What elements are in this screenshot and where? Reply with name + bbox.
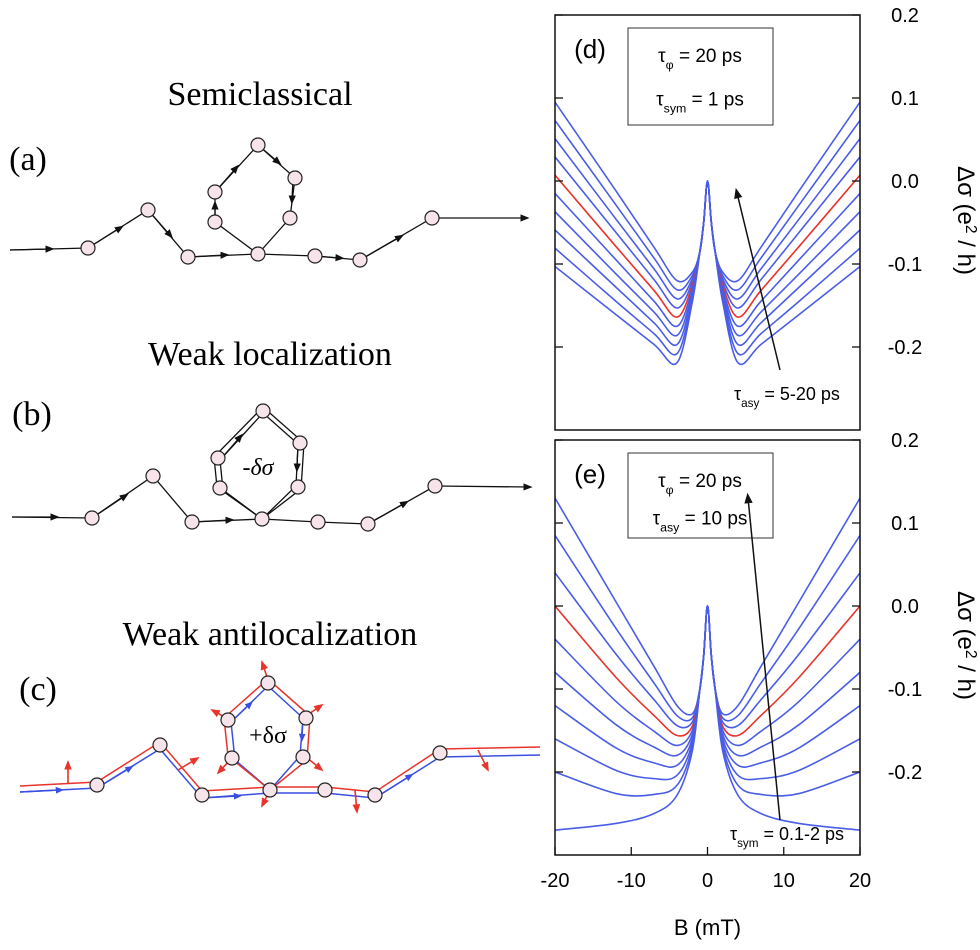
panel-label: (b) (12, 396, 52, 433)
loop-label: -δσ (243, 455, 275, 481)
diagram-b: Weak localization (b) -δσ (11, 336, 533, 532)
annotation-text: τasy = 5-20 ps (734, 384, 840, 410)
curve (555, 605, 860, 737)
annotation-text: τsym = 0.1-2 ps (730, 824, 844, 850)
direction-arrows (19, 701, 414, 800)
diagram-title: Weak localization (148, 336, 392, 373)
y-tick-label: -0.1 (888, 679, 922, 701)
curve (555, 572, 860, 729)
sub: asy (741, 397, 759, 410)
curve (555, 156, 860, 309)
param-text: τφ = 20 ps (658, 471, 742, 497)
text: τ (653, 509, 661, 530)
y-tick-label: -0.1 (888, 254, 922, 276)
curve (555, 535, 860, 722)
y-tick-label: 0.1 (891, 513, 919, 535)
curve (555, 605, 860, 757)
plot-area (555, 101, 860, 366)
diagram-title: Semiclassical (167, 76, 352, 113)
curve (555, 605, 860, 781)
text: = 10 ps (679, 509, 747, 530)
x-tick-label: 10 (773, 870, 795, 892)
curve (555, 605, 860, 747)
y-axis-label: Δσ (e2 / h) (952, 166, 980, 275)
sup: 2 (963, 225, 980, 234)
curve (555, 138, 860, 300)
sub: sym (664, 102, 687, 116)
sub: sym (737, 837, 758, 850)
y-tick-label: 0.2 (891, 430, 919, 452)
text: Δσ (e (952, 591, 979, 650)
diagram-a: Semiclassical (a) (9, 76, 530, 268)
arrows (12, 433, 409, 525)
curve (555, 180, 860, 356)
x-tick-label: -20 (541, 870, 570, 892)
x-tick-label: 20 (849, 870, 871, 892)
y-tick-label: 0.0 (891, 171, 919, 193)
y-tick-label: -0.2 (888, 762, 922, 784)
x-axis-label: B (mT) (674, 915, 741, 940)
text: τ (730, 824, 737, 844)
annotation-arrow (744, 492, 781, 821)
y-tick-label: 0.0 (891, 596, 919, 618)
curve (555, 605, 860, 831)
diagram-title: Weak antilocalization (123, 616, 418, 653)
panel-label: (e) (574, 459, 606, 489)
param-text: τasy = 10 ps (653, 509, 748, 535)
param-text: τφ = 20 ps (658, 46, 742, 72)
nodes (80, 137, 440, 268)
nodes (84, 403, 443, 532)
text: = 20 ps (674, 471, 742, 492)
curve (555, 180, 860, 366)
param-box (627, 27, 774, 126)
curve (555, 180, 860, 328)
annotation-arrow (734, 187, 781, 371)
curve (555, 119, 860, 292)
sub: asy (660, 521, 680, 535)
text: τ (658, 471, 666, 492)
x-tick-label: 0 (702, 870, 713, 892)
y-tick-label: -0.2 (888, 337, 922, 359)
curve (555, 180, 860, 347)
y-tick-label: 0.2 (891, 5, 919, 27)
text: Δσ (e (952, 166, 979, 225)
panel-label: (c) (19, 671, 57, 708)
loop (214, 144, 296, 255)
sub: φ (666, 58, 674, 72)
curve (555, 101, 860, 283)
text: / h) (952, 234, 979, 275)
sup: 2 (963, 650, 980, 659)
text: τ (734, 384, 741, 404)
nodes (89, 675, 448, 803)
text: = 5-20 ps (759, 384, 840, 404)
y-axis-label: Δσ (e2 / h) (952, 591, 980, 700)
param-text: τsym = 1 ps (656, 90, 744, 116)
plot-frame (554, 14, 861, 431)
text: / h) (952, 659, 979, 700)
x-tick-label: -10 (617, 870, 646, 892)
loop-label: +δσ (249, 723, 287, 749)
curve (555, 174, 860, 318)
text: = 1 ps (686, 90, 744, 111)
text: = 0.1-2 ps (759, 824, 845, 844)
y-tick-label: 0.1 (891, 88, 919, 110)
panel-label: (a) (9, 141, 47, 178)
diagram-c: Weak antilocalization (c) +δσ (19, 616, 541, 814)
text: τ (656, 90, 664, 111)
arrows (9, 144, 404, 262)
plot-area (555, 497, 860, 831)
curve (555, 180, 860, 337)
sub: φ (666, 483, 674, 497)
text: = 20 ps (674, 46, 742, 67)
text: τ (658, 46, 666, 67)
panel-label: (d) (574, 34, 606, 64)
